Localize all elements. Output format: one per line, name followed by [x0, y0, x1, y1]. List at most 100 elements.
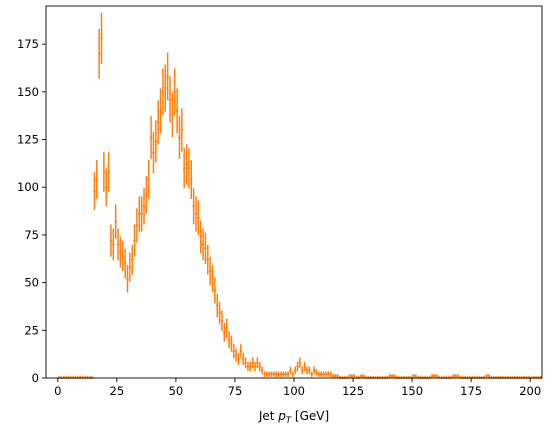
histogram-bin [159, 88, 162, 134]
histogram-bin [211, 265, 214, 293]
histogram-bin [242, 352, 245, 365]
x-tick: 75 [228, 378, 243, 398]
histogram-bin [327, 371, 330, 377]
histogram-bin [253, 361, 257, 372]
histogram-bin [199, 220, 202, 254]
histogram-bin [173, 68, 176, 116]
y-tick-label: 25 [24, 323, 39, 337]
histogram-bin [282, 371, 285, 377]
histogram-bin [301, 366, 304, 375]
histogram-bin [260, 366, 264, 375]
histogram-bin [291, 371, 294, 377]
histogram-bin [145, 176, 148, 214]
histogram-bin [201, 228, 205, 261]
histogram-bin [237, 352, 240, 365]
histogram-bin [168, 76, 172, 123]
y-tick-label: 175 [17, 37, 39, 51]
histogram-bin [175, 88, 179, 134]
histogram-bin [324, 371, 328, 377]
histogram-bin [275, 371, 278, 377]
histogram-bin [246, 361, 250, 372]
histogram-bin [190, 160, 193, 200]
histogram-bin [140, 196, 143, 232]
histogram-bin [149, 116, 153, 160]
histogram-bin [227, 331, 231, 349]
histogram-bin [121, 240, 124, 272]
histogram-bin [197, 200, 200, 236]
y-tick-label: 150 [17, 85, 39, 99]
histogram-bin [128, 252, 132, 282]
histogram-bin [171, 92, 174, 138]
x-tick-label: 150 [401, 384, 423, 398]
y-axis-ticks: 0 25 50 75 100 125 150 175 [17, 37, 46, 385]
histogram-bin [336, 374, 339, 378]
histogram-bin [284, 371, 287, 377]
histogram-bin [213, 277, 217, 304]
histogram-bin [485, 374, 488, 378]
histogram-bin [180, 108, 183, 152]
plot-background [46, 6, 542, 378]
histogram-bin [329, 371, 332, 377]
histogram-bin [135, 208, 139, 243]
histogram-bin [105, 168, 108, 207]
histogram-bin [393, 374, 396, 378]
histogram-bin [322, 371, 325, 377]
histogram-bin [353, 374, 356, 378]
histogram-bin [308, 366, 311, 375]
histogram-bin [185, 144, 188, 185]
histogram-bin [138, 196, 141, 232]
x-tick-label: 100 [283, 384, 305, 398]
histogram-bin [277, 371, 280, 377]
histogram-bin [220, 310, 224, 332]
histogram-bin [388, 374, 391, 378]
x-tick: 50 [169, 378, 183, 398]
histogram-bin [310, 371, 313, 377]
y-tick-label: 100 [17, 180, 39, 194]
histogram-bin [230, 335, 233, 352]
histogram-bin [161, 68, 165, 116]
histogram-bin [360, 374, 363, 378]
histogram-bin [249, 361, 252, 372]
histogram-bin [289, 366, 292, 375]
histogram-bin [147, 160, 150, 200]
y-tick-label: 75 [24, 228, 39, 242]
histogram-bin [456, 374, 460, 378]
x-axis-ticks: 0 25 50 75 100 125 150 175 200 [54, 378, 541, 398]
histogram-bin [225, 318, 228, 339]
histogram-bin [487, 374, 491, 378]
histogram-bin [279, 371, 283, 377]
y-tick: 25 [24, 323, 46, 337]
histogram-bin [100, 12, 103, 64]
histogram-bin [298, 357, 302, 369]
histogram-bin [334, 374, 337, 378]
histogram-bin [331, 374, 335, 378]
histogram-bin [348, 374, 351, 378]
y-tick-label: 0 [32, 371, 39, 385]
x-tick: 100 [283, 378, 305, 398]
histogram-bin [187, 148, 191, 189]
x-tick-label: 75 [228, 384, 243, 398]
histogram-bin [109, 224, 113, 257]
histogram-bin [286, 371, 290, 377]
histogram-bin [218, 302, 221, 325]
x-tick-label: 0 [54, 384, 61, 398]
y-tick: 175 [17, 37, 46, 51]
histogram-bin [430, 374, 434, 378]
histogram-bin [223, 322, 226, 342]
x-tick-label: 125 [342, 384, 364, 398]
histogram-bin [294, 366, 297, 375]
histogram-bin [412, 374, 415, 378]
histogram-bin [390, 374, 394, 378]
x-tick-label: 175 [460, 384, 482, 398]
x-tick: 175 [460, 378, 482, 398]
x-tick: 0 [54, 378, 61, 398]
x-axis-label: Jet pT [GeV] [258, 409, 329, 426]
y-tick-label: 125 [17, 133, 39, 147]
histogram-bin [234, 348, 238, 362]
histogram-bin [166, 52, 169, 101]
histogram-bin [435, 374, 439, 378]
histogram-bin [244, 357, 247, 369]
histogram-bin [256, 357, 259, 369]
histogram-bin [268, 371, 271, 377]
